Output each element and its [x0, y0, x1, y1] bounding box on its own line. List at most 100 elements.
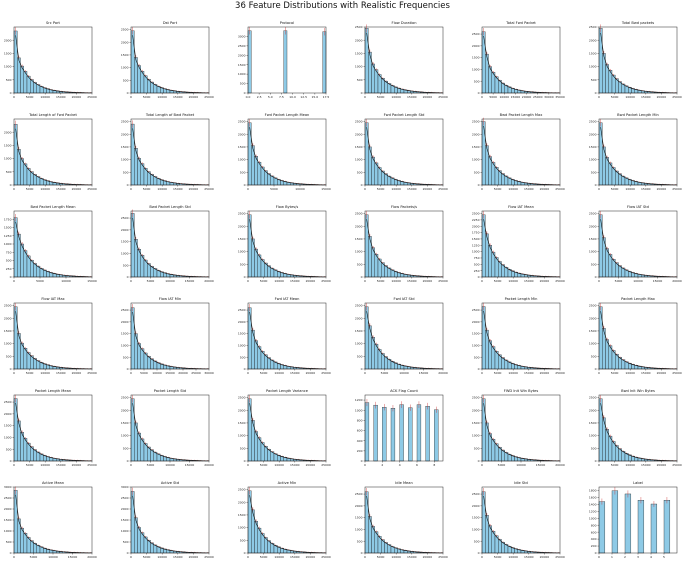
density-line: [249, 219, 325, 278]
y-tick-label: 0: [595, 459, 597, 463]
y-tick-label: 3000: [121, 485, 129, 489]
x-tick-label: 15000: [641, 95, 651, 99]
axes-frame: [13, 394, 93, 462]
y-tick-label: 2000: [121, 228, 129, 232]
axes-frame: [247, 118, 327, 186]
y-tick-label: 0: [361, 91, 363, 95]
histogram-bar: [130, 30, 135, 94]
density-line: [15, 221, 91, 278]
y-tick-label: 500: [6, 78, 12, 82]
x-tick-label: 20000: [540, 371, 550, 375]
y-tick-label: 1500: [121, 421, 129, 425]
x-tick-label: 10000: [508, 187, 518, 191]
x-tick-label: 20000: [540, 555, 550, 559]
y-tick-label: 500: [123, 355, 129, 359]
y-tick-label: 0: [10, 551, 12, 555]
y-tick-label: 500: [123, 446, 129, 450]
x-tick-label: 10000: [391, 279, 401, 283]
density-line: [132, 311, 208, 370]
subplot-title: Total Fwd Packet: [505, 21, 536, 25]
y-tick-label: 0: [361, 367, 363, 371]
histogram-bar: [13, 306, 18, 370]
y-tick-label: 1000: [4, 529, 12, 533]
y-tick-label: 500: [123, 78, 129, 82]
y-tick-label: 200: [591, 544, 597, 548]
y-tick-label: 500: [591, 446, 597, 450]
x-tick-label: 20000: [540, 279, 550, 283]
x-tick-label: 10000: [516, 463, 526, 467]
x-tick-label: 0: [598, 187, 600, 191]
x-tick-label: 5000: [611, 95, 619, 99]
y-tick-label: 1000: [121, 252, 129, 256]
subplot-title: Flow IAT Mean: [508, 205, 534, 209]
y-tick-label: 2000: [121, 507, 129, 511]
x-tick-label: 10000: [625, 371, 635, 375]
x-tick-label: 10000: [165, 279, 175, 283]
y-tick-label: 1000: [589, 342, 597, 346]
density-line: [249, 311, 325, 370]
y-tick-label: 1000: [472, 434, 480, 438]
subplot-title: Fwd Packet Length Mean: [265, 113, 310, 117]
density-line: [15, 494, 91, 554]
y-tick-label: 2500: [589, 212, 597, 216]
y-tick-label: 0: [127, 91, 129, 95]
x-tick-label: 5000: [489, 95, 497, 99]
y-tick-label: 1000: [472, 528, 480, 532]
subplot-title: Packet Length Max: [621, 297, 656, 301]
subplot-title: Idle Std: [514, 481, 528, 485]
y-tick-label: 750: [474, 256, 480, 260]
bar-group: [13, 486, 93, 554]
y-tick-label: 500: [357, 170, 363, 174]
subplot-title: Bwd Packet Length Min: [617, 113, 659, 117]
y-tick-label: 1500: [4, 52, 12, 56]
y-tick-label: 1500: [238, 421, 246, 425]
density-line: [366, 311, 442, 370]
y-tick-label: 2000: [121, 320, 129, 324]
x-tick-label: 15000: [641, 371, 651, 375]
y-tick-label: 1500: [4, 329, 12, 333]
x-tick-label: 5000: [381, 371, 389, 375]
x-tick-label: 15000: [290, 371, 300, 375]
y-tick-label: 0: [127, 275, 129, 279]
y-tick-label: 2500: [238, 308, 246, 312]
y-tick-label: 0: [595, 91, 597, 95]
x-tick-label: 5000: [147, 463, 155, 467]
x-tick-label: 20000: [555, 463, 565, 467]
y-tick-label: 2500: [121, 396, 129, 400]
density-line: [483, 125, 559, 186]
y-tick-label: 0: [10, 459, 12, 463]
y-tick-label: 500: [123, 540, 129, 544]
subplot-title: Src Port: [46, 21, 61, 25]
y-tick-label: 1000: [472, 68, 480, 72]
density-line: [132, 403, 208, 462]
y-tick-label: 0: [10, 275, 12, 279]
y-tick-label: 2000: [121, 408, 129, 412]
y-tick-label: 2500: [238, 396, 246, 400]
x-tick-label: 20000: [423, 187, 433, 191]
x-tick-label: 30000: [544, 95, 554, 99]
y-tick-label: 1000: [121, 529, 129, 533]
y-tick-label: 2500: [472, 32, 480, 36]
axes-frame: [598, 118, 678, 186]
y-tick-label: 1500: [472, 516, 480, 520]
y-tick-label: 2000: [121, 132, 129, 136]
x-tick-label: 10000: [508, 279, 518, 283]
density-line: [132, 35, 208, 94]
x-tick-label: 0: [13, 95, 15, 99]
subplot-title: Fwd IAT Mean: [275, 297, 300, 301]
y-tick-label: 2500: [238, 120, 246, 124]
bar-group: [364, 303, 444, 370]
y-tick-label: 0: [10, 367, 12, 371]
y-tick-label: 1500: [355, 329, 363, 333]
x-tick-label: 5000: [377, 95, 385, 99]
subplot: Bwd Packet Length Mean 0 250 500 750 1000 1250…: [4, 205, 97, 283]
x-tick-label: 0: [481, 187, 483, 191]
histogram-bar: [481, 306, 486, 370]
y-tick-label: 1000: [238, 72, 246, 76]
y-tick-label: 2000: [472, 320, 480, 324]
y-tick-label: 0: [478, 551, 480, 555]
density-line: [366, 127, 442, 186]
